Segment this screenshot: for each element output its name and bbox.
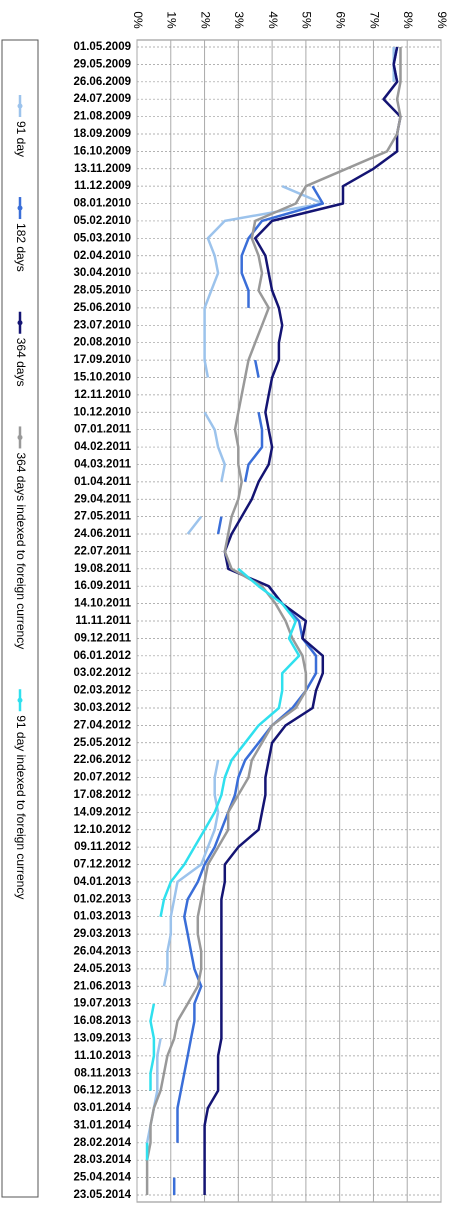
y-tick-label: 8%: [401, 11, 415, 29]
x-tick-label: 01.04.2011: [74, 476, 132, 488]
x-tick-label: 18.09.2009: [73, 128, 131, 140]
x-tick-label: 14.10.2011: [74, 598, 132, 610]
x-tick-label: 03.02.2012: [73, 667, 131, 679]
x-tick-label: 28.03.2014: [73, 1154, 131, 1166]
legend-marker: [17, 103, 23, 109]
x-tick-label: 06.01.2012: [73, 650, 131, 662]
x-tick-label: 24.07.2009: [73, 93, 131, 105]
x-tick-label: 11.10.2013: [74, 1050, 131, 1062]
x-tick-label: 11.12.2009: [74, 180, 131, 192]
x-tick-label: 20.08.2010: [73, 337, 131, 349]
x-tick-label: 26.04.2013: [73, 946, 131, 958]
x-tick-label: 14.09.2012: [73, 806, 131, 818]
x-tick-label: 29.05.2009: [73, 58, 131, 70]
y-tick-label: 1%: [165, 11, 179, 29]
x-tick-label: 08.01.2010: [73, 198, 131, 210]
x-tick-label: 05.03.2010: [73, 232, 131, 244]
x-tick-label: 24.05.2013: [73, 963, 131, 975]
x-tick-label: 30.04.2010: [73, 267, 131, 279]
x-tick-label: 25.06.2010: [73, 302, 131, 314]
legend-marker: [17, 434, 23, 440]
x-tick-label: 05.02.2010: [73, 215, 131, 227]
x-tick-label: 13.09.2013: [73, 1032, 131, 1044]
y-tick-label: 4%: [266, 11, 280, 29]
x-tick-label: 13.11.2009: [74, 163, 131, 175]
x-tick-label: 01.05.2009: [73, 41, 131, 53]
x-tick-label: 10.12.2010: [73, 406, 131, 418]
x-tick-label: 20.07.2012: [73, 772, 131, 784]
x-tick-label: 16.10.2009: [73, 145, 131, 157]
x-tick-label: 21.08.2009: [73, 111, 131, 123]
x-tick-label: 12.10.2012: [73, 824, 131, 836]
x-tick-label: 17.08.2012: [73, 789, 131, 801]
x-tick-label: 11.11.2011: [75, 615, 131, 627]
y-tick-label: 3%: [232, 11, 246, 29]
x-tick-label: 16.09.2011: [74, 580, 132, 592]
legend-label: 364 days indexed to foreign currency: [14, 452, 28, 649]
x-tick-label: 12.11.2010: [74, 389, 131, 401]
x-tick-label: 04.02.2011: [74, 441, 132, 453]
x-tick-label: 03.01.2014: [73, 1102, 131, 1114]
legend-label: 91 day: [14, 121, 28, 157]
x-tick-label: 15.10.2010: [73, 372, 131, 384]
x-tick-label: 01.03.2013: [73, 911, 131, 923]
x-tick-label: 17.09.2010: [73, 354, 131, 366]
x-tick-label: 09.11.2012: [74, 841, 131, 853]
series-line: [145, 567, 301, 1161]
x-tick-label: 26.06.2009: [73, 76, 131, 88]
x-tick-label: 19.08.2011: [74, 563, 132, 575]
x-tick-label: 04.01.2013: [73, 876, 131, 888]
legend-marker: [17, 205, 23, 211]
x-tick-label: 29.04.2011: [74, 493, 132, 505]
x-tick-label: 24.06.2011: [74, 528, 132, 540]
series-line: [203, 46, 402, 1195]
x-tick-label: 30.03.2012: [73, 702, 131, 714]
x-tick-label: 28.02.2014: [73, 1137, 131, 1149]
legend-label: 364 days: [14, 338, 28, 387]
x-tick-label: 22.07.2011: [74, 545, 132, 557]
x-tick-label: 04.03.2011: [74, 458, 132, 470]
x-tick-label: 08.11.2013: [74, 1067, 131, 1079]
legend-marker: [17, 320, 23, 326]
x-tick-label: 09.12.2011: [74, 632, 132, 644]
x-tick-label: 31.01.2014: [73, 1119, 131, 1131]
series-line: [145, 47, 402, 1195]
y-tick-label: 2%: [198, 11, 212, 29]
y-tick-label: 7%: [367, 11, 381, 29]
x-tick-label: 27.05.2011: [74, 511, 132, 523]
x-tick-label: 23.05.2014: [73, 1189, 131, 1201]
x-tick-label: 25.04.2014: [73, 1172, 131, 1184]
x-tick-label: 02.03.2012: [73, 685, 131, 697]
x-tick-label: 21.06.2013: [73, 980, 131, 992]
x-tick-label: 29.03.2013: [73, 928, 131, 940]
x-tick-label: 28.05.2010: [73, 285, 131, 297]
y-tick-label: 9%: [435, 11, 449, 29]
legend-box: [1, 39, 39, 1198]
x-tick-label: 27.04.2012: [73, 719, 131, 731]
y-tick-label: 5%: [300, 11, 314, 29]
x-tick-label: 25.05.2012: [73, 737, 131, 749]
y-tick-label: 6%: [333, 11, 347, 29]
legend-label: 91 day indexed to foreign currency: [14, 715, 28, 899]
x-tick-label: 07.12.2012: [73, 859, 131, 871]
x-tick-label: 22.06.2012: [73, 754, 131, 766]
x-tick-label: 16.08.2013: [73, 1015, 131, 1027]
legend-marker: [17, 697, 23, 703]
y-tick-label: 0%: [131, 11, 145, 29]
x-tick-label: 23.07.2010: [73, 319, 131, 331]
x-tick-label: 01.02.2013: [73, 893, 131, 905]
legend-label: 182 days: [14, 223, 28, 272]
x-tick-label: 02.04.2010: [73, 250, 131, 262]
x-tick-label: 06.12.2013: [73, 1085, 131, 1097]
x-tick-label: 19.07.2013: [73, 998, 131, 1010]
x-tick-label: 07.01.2011: [74, 424, 132, 436]
